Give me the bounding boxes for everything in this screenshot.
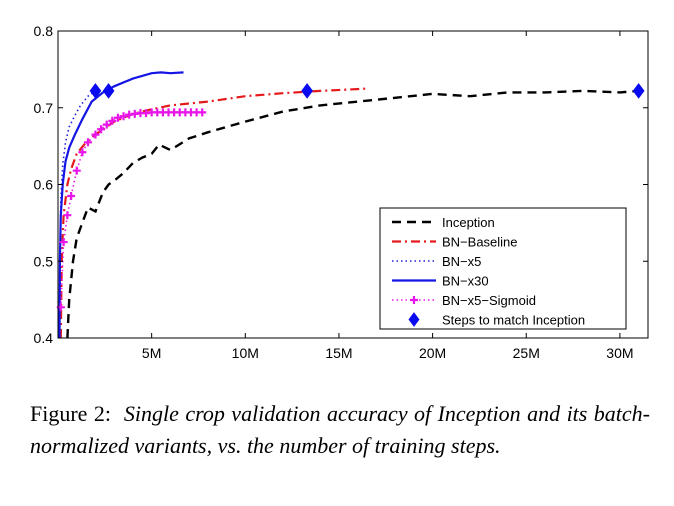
y-tick-label: 0.5 [34,253,54,269]
match-inception-marker [632,83,645,99]
plot-markers [89,83,645,99]
sigmoid-plus-point [91,130,100,139]
legend: Inception BN−Baseline BN−x5 BN−x30 BN−x5−Sig… [379,207,627,330]
series-line-0 [66,89,639,339]
chart: 5M 10M 15M 20M 25M 30M 0.4 0.5 0.6 0.7 0.8 Incept… [34,23,649,361]
legend-box [379,207,627,330]
legend-plus-marker [410,296,418,304]
sigmoid-plus-point [119,112,128,121]
y-tick-label: 0.4 [34,330,54,346]
series-line-2 [58,90,96,339]
sigmoid-plus-point [108,116,117,125]
x-tick-label: 30M [606,345,633,361]
legend-label-2: BN−x5 [442,254,481,269]
sigmoid-plus-point [102,120,111,129]
legend-label-0: Inception [442,215,495,230]
y-tick-label: 0.8 [34,23,54,39]
match-inception-marker [89,83,102,99]
match-inception-marker [102,83,115,99]
sigmoid-plus-point [67,192,76,201]
sigmoid-plus-point [97,125,106,134]
series-line-3 [58,71,184,339]
match-inception-marker [301,83,313,99]
figure-caption: Figure 2: Single crop validation accurac… [30,398,650,462]
y-tick-label: 0.7 [34,100,54,116]
plot-lines [56,71,639,339]
series-line-4 [60,111,203,308]
legend-label-4: BN−x5−Sigmoid [442,293,536,308]
legend-label-markers: Steps to match Inception [442,313,585,328]
sigmoid-plus-point [63,211,72,220]
sigmoid-plus-point [78,148,87,157]
caption-text: Single crop validation accuracy of Incep… [30,401,651,458]
sigmoid-plus-point [59,238,68,247]
x-tick-label: 5M [142,345,161,361]
legend-label-3: BN−x30 [442,274,489,289]
x-tick-label: 10M [232,345,259,361]
y-tick-label: 0.6 [34,177,54,193]
caption-label: Figure 2: [30,401,111,426]
sigmoid-plus-point [83,138,92,147]
legend-diamond-marker [408,312,420,327]
x-tick-label: 25M [513,345,540,361]
x-tick-label: 20M [419,345,446,361]
x-tick-label: 15M [325,345,352,361]
sigmoid-plus-point [198,108,207,117]
sigmoid-plus-point [113,113,122,122]
y-ticks: 0.4 0.5 0.6 0.7 0.8 [34,23,648,346]
legend-label-1: BN−Baseline [442,235,518,250]
sigmoid-plus-point [72,166,81,175]
x-ticks: 5M 10M 15M 20M 25M 30M [142,31,634,361]
